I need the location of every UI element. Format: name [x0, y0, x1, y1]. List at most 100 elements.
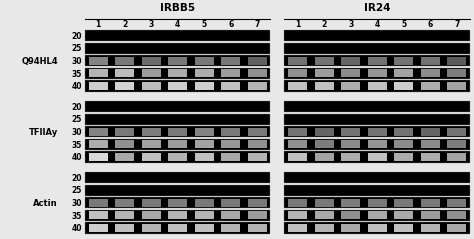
- Bar: [168, 224, 187, 232]
- Bar: [89, 82, 108, 90]
- Bar: [284, 80, 470, 92]
- Bar: [288, 153, 307, 161]
- Bar: [89, 69, 108, 77]
- Bar: [315, 69, 334, 77]
- Bar: [421, 82, 440, 90]
- Bar: [394, 140, 413, 148]
- Bar: [142, 199, 161, 207]
- Bar: [142, 140, 161, 148]
- Bar: [168, 211, 187, 219]
- Bar: [447, 153, 466, 161]
- Text: Actin: Actin: [33, 199, 58, 208]
- Bar: [168, 82, 187, 90]
- Bar: [341, 82, 360, 90]
- Text: IRBB5: IRBB5: [160, 3, 195, 13]
- Bar: [284, 223, 470, 234]
- Bar: [85, 172, 271, 183]
- Text: 40: 40: [72, 224, 82, 233]
- Bar: [421, 128, 440, 136]
- Text: 40: 40: [72, 82, 82, 91]
- Bar: [288, 128, 307, 136]
- Bar: [221, 128, 240, 136]
- Bar: [142, 153, 161, 161]
- Bar: [85, 80, 271, 92]
- Bar: [85, 172, 271, 183]
- Bar: [341, 69, 360, 77]
- Bar: [447, 224, 466, 232]
- Bar: [288, 199, 307, 207]
- Bar: [315, 224, 334, 232]
- Bar: [284, 55, 470, 66]
- Bar: [288, 82, 307, 90]
- Bar: [221, 69, 240, 77]
- Bar: [248, 128, 267, 136]
- Bar: [85, 30, 271, 41]
- Bar: [284, 30, 470, 41]
- Bar: [368, 57, 387, 65]
- Bar: [288, 211, 307, 219]
- Bar: [89, 128, 108, 136]
- Bar: [85, 114, 271, 125]
- Text: 25: 25: [72, 44, 82, 53]
- Text: 2: 2: [322, 20, 327, 29]
- Bar: [85, 197, 271, 208]
- Bar: [368, 128, 387, 136]
- Text: 25: 25: [72, 186, 82, 196]
- Bar: [115, 57, 134, 65]
- Bar: [284, 185, 470, 196]
- Bar: [168, 128, 187, 136]
- Bar: [315, 199, 334, 207]
- Bar: [85, 139, 271, 150]
- Bar: [447, 82, 466, 90]
- Bar: [115, 199, 134, 207]
- Bar: [394, 153, 413, 161]
- Bar: [284, 210, 470, 221]
- Bar: [447, 199, 466, 207]
- Bar: [221, 199, 240, 207]
- Bar: [421, 199, 440, 207]
- Bar: [195, 153, 214, 161]
- Bar: [288, 57, 307, 65]
- Bar: [142, 224, 161, 232]
- Text: 30: 30: [72, 199, 82, 208]
- Bar: [368, 153, 387, 161]
- Text: 2: 2: [122, 20, 128, 29]
- Bar: [284, 80, 470, 92]
- Bar: [394, 199, 413, 207]
- Bar: [394, 128, 413, 136]
- Text: 20: 20: [72, 103, 82, 112]
- Bar: [284, 151, 470, 163]
- Bar: [284, 68, 470, 79]
- Bar: [248, 153, 267, 161]
- Text: Q94HL4: Q94HL4: [21, 57, 58, 66]
- Text: 1: 1: [96, 20, 101, 29]
- Text: 3: 3: [149, 20, 154, 29]
- Bar: [168, 140, 187, 148]
- Bar: [89, 199, 108, 207]
- Bar: [248, 211, 267, 219]
- Bar: [115, 140, 134, 148]
- Bar: [447, 140, 466, 148]
- Bar: [284, 139, 470, 150]
- Bar: [89, 211, 108, 219]
- Bar: [421, 140, 440, 148]
- Bar: [85, 55, 271, 66]
- Bar: [221, 57, 240, 65]
- Bar: [341, 57, 360, 65]
- Bar: [85, 210, 271, 221]
- Text: 20: 20: [72, 32, 82, 41]
- Text: 5: 5: [202, 20, 207, 29]
- Bar: [195, 211, 214, 219]
- Bar: [394, 224, 413, 232]
- Bar: [447, 69, 466, 77]
- Bar: [288, 140, 307, 148]
- Text: 6: 6: [428, 20, 433, 29]
- Bar: [142, 82, 161, 90]
- Bar: [115, 69, 134, 77]
- Bar: [221, 153, 240, 161]
- Bar: [248, 224, 267, 232]
- Bar: [142, 57, 161, 65]
- Bar: [168, 199, 187, 207]
- Text: 1: 1: [295, 20, 301, 29]
- Text: 5: 5: [401, 20, 406, 29]
